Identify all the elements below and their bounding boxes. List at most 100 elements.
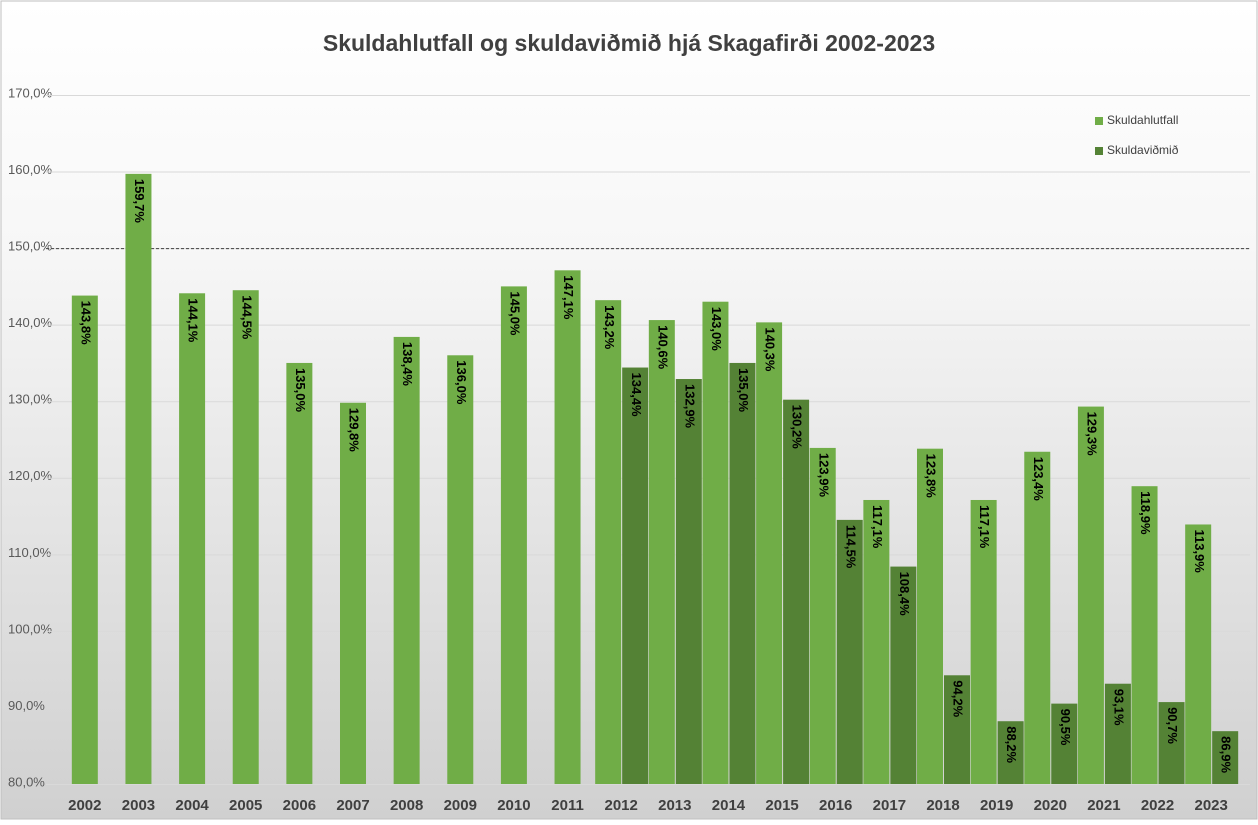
legend-marker <box>1095 147 1103 155</box>
y-tick-label: 140,0% <box>8 315 53 330</box>
bar <box>622 367 649 784</box>
x-tick-label: 2004 <box>175 797 209 814</box>
data-label: 113,9% <box>1192 529 1207 573</box>
bar <box>1158 702 1185 784</box>
x-tick-label: 2017 <box>873 797 906 814</box>
bar <box>393 336 420 784</box>
bar <box>232 290 259 784</box>
data-label: 114,5% <box>843 525 858 569</box>
bar <box>648 320 675 784</box>
y-tick-label: 100,0% <box>8 621 53 636</box>
data-label: 132,9% <box>682 384 697 429</box>
x-tick-label: 2010 <box>497 797 530 814</box>
bar <box>944 675 970 784</box>
bar <box>1212 731 1239 784</box>
bar <box>970 499 997 784</box>
y-tick-label: 160,0% <box>8 162 53 177</box>
data-label: 86,9% <box>1219 736 1234 773</box>
bar <box>675 379 702 784</box>
data-label: 143,2% <box>602 305 617 350</box>
x-tick-label: 2006 <box>283 797 316 814</box>
x-tick-label: 2014 <box>712 797 746 814</box>
data-label: 143,8% <box>78 301 93 346</box>
data-label: 135,0% <box>293 368 308 413</box>
bar <box>1024 451 1051 784</box>
bar <box>809 447 836 784</box>
bar <box>702 301 729 784</box>
bar <box>890 566 917 784</box>
y-tick-label: 80,0% <box>8 774 45 789</box>
data-label: 140,6% <box>655 325 670 370</box>
bar <box>729 362 756 784</box>
data-label: 144,1% <box>186 298 201 343</box>
x-tick-label: 2007 <box>336 797 369 814</box>
data-label: 145,0% <box>507 291 522 336</box>
data-label: 94,2% <box>951 680 966 717</box>
bar <box>1051 703 1078 784</box>
y-tick-label: 150,0% <box>8 239 53 254</box>
x-tick-label: 2022 <box>1141 797 1174 814</box>
bar <box>997 721 1024 784</box>
bar <box>1131 486 1158 784</box>
data-label: 123,8% <box>924 454 939 499</box>
bar <box>554 270 581 784</box>
x-tick-label: 2020 <box>1034 797 1067 814</box>
data-label: 123,9% <box>816 453 831 498</box>
bar <box>500 286 527 784</box>
bar <box>340 402 366 784</box>
x-tick-label: 2012 <box>604 797 637 814</box>
x-tick-label: 2019 <box>980 797 1013 814</box>
bar <box>447 355 474 784</box>
bar <box>1185 524 1212 784</box>
legend-label: Skuldahlutfall <box>1107 113 1178 127</box>
x-tick-label: 2015 <box>765 797 798 814</box>
x-tick-label: 2002 <box>68 797 101 814</box>
bar <box>917 448 943 784</box>
x-tick-label: 2023 <box>1194 797 1227 814</box>
data-label: 90,5% <box>1058 709 1073 746</box>
data-label: 90,7% <box>1165 707 1180 744</box>
data-label: 123,4% <box>1031 457 1046 502</box>
data-label: 143,0% <box>709 307 724 352</box>
data-label: 130,2% <box>790 405 805 450</box>
bar <box>71 295 98 784</box>
data-label: 144,5% <box>239 295 254 340</box>
data-label: 108,4% <box>897 572 912 617</box>
x-tick-label: 2021 <box>1087 797 1120 814</box>
x-tick-label: 2016 <box>819 797 852 814</box>
data-label: 118,9% <box>1138 491 1153 535</box>
data-label: 140,3% <box>763 327 778 372</box>
x-tick-label: 2011 <box>551 797 584 814</box>
x-tick-label: 2009 <box>444 797 477 814</box>
data-label: 136,0% <box>454 360 469 405</box>
bar <box>595 300 622 784</box>
data-label: 159,7% <box>132 179 147 224</box>
legend-marker <box>1095 117 1103 125</box>
x-tick-label: 2018 <box>926 797 959 814</box>
bar <box>1104 683 1131 784</box>
bar <box>286 362 313 784</box>
x-tick-label: 2005 <box>229 797 262 814</box>
data-label: 129,8% <box>347 408 362 453</box>
y-tick-label: 90,0% <box>8 698 45 713</box>
data-label: 135,0% <box>736 368 751 413</box>
bar <box>836 519 863 784</box>
legend-label: Skuldaviðmið <box>1107 143 1179 157</box>
data-label: 129,3% <box>1084 412 1099 457</box>
y-tick-label: 130,0% <box>8 392 53 407</box>
x-tick-label: 2003 <box>122 797 155 814</box>
bar <box>179 293 206 784</box>
y-tick-label: 110,0% <box>8 545 52 560</box>
y-tick-label: 120,0% <box>8 468 53 483</box>
x-tick-label: 2013 <box>658 797 691 814</box>
bar <box>863 499 890 784</box>
x-tick-label: 2008 <box>390 797 423 814</box>
data-label: 147,1% <box>561 275 576 320</box>
chart-title: Skuldahlutfall og skuldaviðmið hjá Skaga… <box>323 30 935 56</box>
y-tick-label: 170,0% <box>8 85 53 100</box>
bar <box>125 173 152 784</box>
data-label: 117,1% <box>870 505 885 549</box>
bar <box>783 399 810 784</box>
